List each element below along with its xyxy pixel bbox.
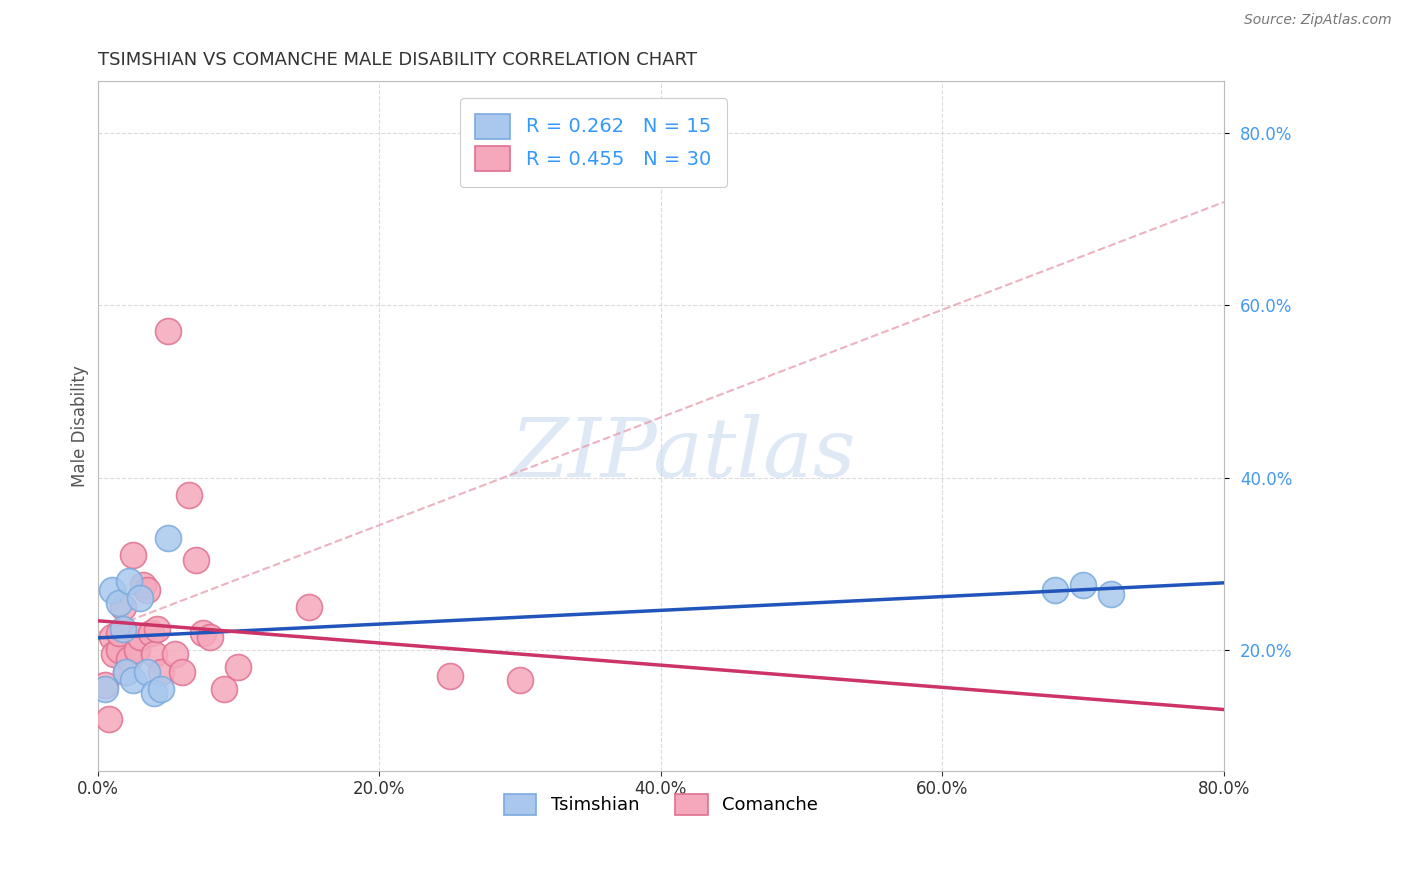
Point (111, 622, 134, 636)
Point (177, 488, 200, 502)
Point (117, 651, 139, 665)
Text: TSIMSHIAN VS COMANCHE MALE DISABILITY CORRELATION CHART: TSIMSHIAN VS COMANCHE MALE DISABILITY CO… (97, 51, 696, 69)
Point (121, 549, 143, 563)
Point (107, 625, 129, 640)
Point (228, 660, 250, 674)
Point (186, 552, 208, 566)
Point (142, 648, 165, 662)
Point (1043, 582, 1066, 597)
Point (107, 643, 129, 657)
Point (100, 582, 122, 597)
Point (114, 665, 136, 679)
Point (125, 643, 148, 657)
Point (97, 712, 120, 726)
Point (103, 648, 125, 662)
Point (121, 673, 143, 688)
Point (135, 665, 157, 679)
Point (131, 578, 153, 592)
Point (128, 591, 150, 606)
Point (142, 686, 165, 700)
Point (93, 677, 115, 691)
Point (145, 622, 167, 636)
Legend: Tsimshian, Comanche: Tsimshian, Comanche (495, 785, 827, 823)
Point (193, 625, 215, 640)
Text: Source: ZipAtlas.com: Source: ZipAtlas.com (1244, 13, 1392, 28)
Point (149, 681, 172, 696)
Text: ZIPatlas: ZIPatlas (510, 414, 856, 493)
Y-axis label: Male Disability: Male Disability (72, 365, 89, 487)
Point (1071, 578, 1094, 592)
Point (149, 665, 172, 679)
Point (298, 599, 321, 614)
Point (156, 324, 179, 338)
Point (1101, 587, 1123, 601)
Point (170, 665, 193, 679)
Point (200, 630, 222, 644)
Point (139, 625, 162, 640)
Point (100, 630, 122, 644)
Point (93, 681, 115, 696)
Point (163, 648, 186, 662)
Point (117, 574, 139, 588)
Point (128, 630, 150, 644)
Point (214, 681, 236, 696)
Point (111, 599, 134, 614)
Point (156, 531, 179, 545)
Point (107, 596, 129, 610)
Point (509, 673, 531, 688)
Point (439, 669, 461, 683)
Point (135, 582, 157, 597)
Point (114, 665, 136, 679)
